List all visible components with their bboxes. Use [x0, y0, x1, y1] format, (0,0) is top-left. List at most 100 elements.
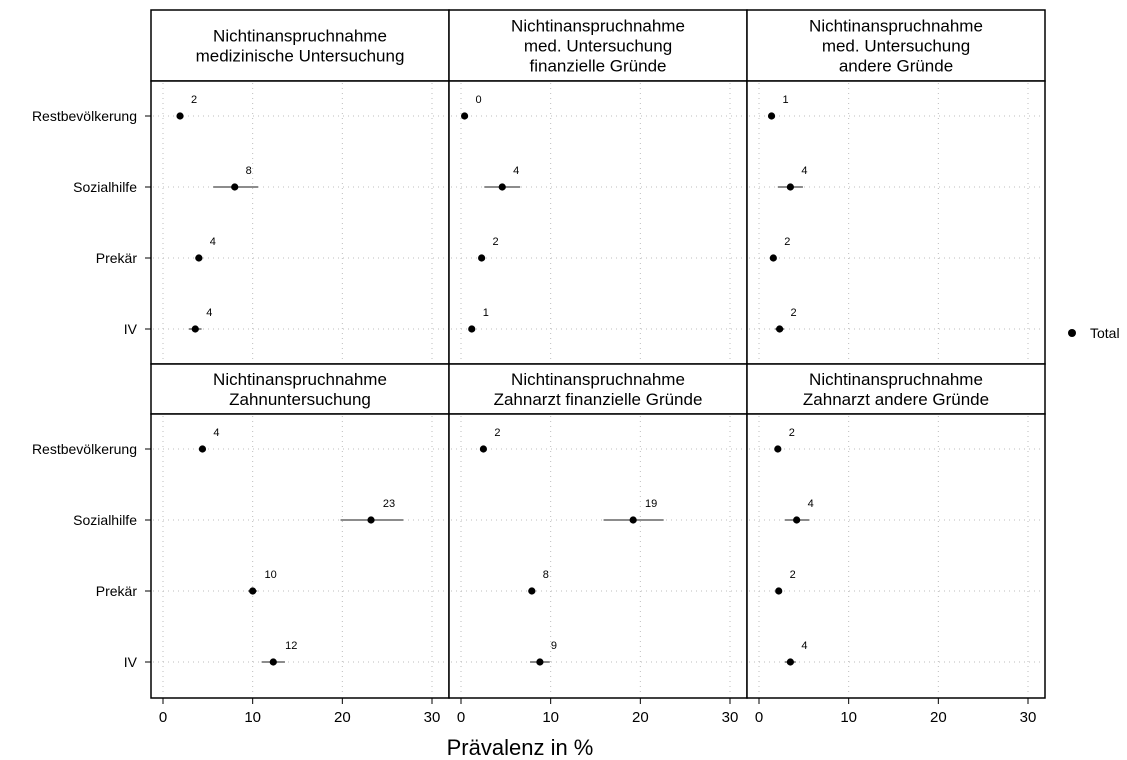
- legend-label: Total: [1090, 325, 1120, 341]
- panel-title-line: med. Untersuchung: [524, 37, 672, 56]
- y-tick-label: IV: [124, 321, 138, 337]
- x-tick-label: 20: [930, 709, 947, 726]
- data-point: [269, 658, 277, 666]
- data-label: 23: [383, 498, 395, 510]
- y-tick-label: Sozialhilfe: [73, 179, 137, 195]
- data-label: 8: [543, 569, 549, 581]
- data-label: 1: [782, 94, 788, 106]
- panel-strip: [746, 9, 1046, 82]
- x-tick-label: 20: [632, 709, 649, 726]
- panel-plot-area: [150, 413, 450, 699]
- panel-title-line: Zahnuntersuchung: [229, 390, 371, 409]
- x-tick-label: 30: [424, 709, 441, 726]
- data-point: [786, 658, 794, 666]
- y-tick-label: Prekär: [96, 250, 138, 266]
- data-point: [468, 325, 476, 333]
- x-tick-label: 30: [722, 709, 739, 726]
- panel-plot-area: [448, 413, 748, 699]
- data-label: 8: [246, 165, 252, 177]
- data-label: 4: [213, 427, 219, 439]
- axes-layer: 0 10 20 30 0 10 20 30 0 10 20 30: [159, 698, 1037, 726]
- x-tick-label: 10: [840, 709, 857, 726]
- data-label: 9: [551, 640, 557, 652]
- y-tick-label: Restbevölkerung: [32, 108, 137, 124]
- panel-title-line: finanzielle Gründe: [529, 57, 666, 76]
- data-point: [479, 445, 488, 453]
- data-point: [198, 445, 207, 453]
- data-label: 2: [790, 569, 796, 581]
- y-tick-label: IV: [124, 654, 138, 670]
- x-axis-label: Prävalenz in %: [447, 735, 594, 760]
- data-label: 2: [494, 427, 500, 439]
- data-point: [774, 445, 782, 453]
- y-tick-label: Prekär: [96, 583, 138, 599]
- data-point: [478, 254, 486, 262]
- data-label: 4: [808, 498, 814, 510]
- data-point: [195, 254, 203, 262]
- data-label: 4: [206, 307, 212, 319]
- y-tick-label: Restbevölkerung: [32, 441, 137, 457]
- x-tick-label: 30: [1020, 709, 1037, 726]
- panel-title-line: Nichtinanspruchnahme: [809, 370, 983, 389]
- data-label: 2: [789, 427, 795, 439]
- data-label: 4: [801, 640, 807, 652]
- panel-title-line: Zahnarzt andere Gründe: [803, 390, 989, 409]
- data-point: [629, 516, 637, 524]
- x-tick-label: 10: [542, 709, 559, 726]
- panel-title-line: Nichtinanspruchnahme: [511, 370, 685, 389]
- data-label: 4: [513, 165, 519, 177]
- data-point: [776, 325, 784, 333]
- data-label: 4: [801, 165, 807, 177]
- panel-title-line: Nichtinanspruchnahme: [511, 17, 685, 36]
- data-label: 2: [493, 236, 499, 248]
- x-tick-label: 0: [755, 709, 763, 726]
- data-label: 2: [791, 307, 797, 319]
- panel-plot-area: [746, 413, 1046, 699]
- data-label: 10: [265, 569, 277, 581]
- data-point: [786, 183, 794, 191]
- data-point: [536, 658, 544, 666]
- data-point: [367, 516, 375, 524]
- x-tick-label: 0: [159, 709, 167, 726]
- data-point: [249, 587, 257, 595]
- panel-title-line: Zahnarzt finanzielle Gründe: [494, 390, 703, 409]
- data-label: 2: [191, 94, 197, 106]
- panel-title-line: medizinische Untersuchung: [196, 47, 405, 66]
- x-tick-label: 10: [244, 709, 261, 726]
- panel-plot-area: [448, 80, 748, 365]
- data-label: 12: [285, 640, 297, 652]
- data-point: [775, 587, 783, 595]
- data-point: [498, 183, 506, 191]
- data-point: [176, 112, 184, 120]
- legend-marker: [1068, 329, 1076, 337]
- panel-plot-area: [746, 80, 1046, 365]
- data-point: [191, 325, 199, 333]
- data-label: 1: [483, 307, 489, 319]
- panel-strip: [150, 363, 450, 415]
- data-point: [793, 516, 801, 524]
- panel-title-line: Nichtinanspruchnahme: [213, 27, 387, 46]
- y-tick-label: Sozialhilfe: [73, 512, 137, 528]
- panel-strip: [150, 9, 450, 82]
- panel-strip: [746, 363, 1046, 415]
- data-label: 2: [784, 236, 790, 248]
- legend: Total: [1068, 325, 1120, 341]
- data-label: 0: [476, 94, 482, 106]
- x-tick-label: 20: [334, 709, 351, 726]
- data-point: [528, 587, 536, 595]
- panel-title-line: med. Untersuchung: [822, 37, 970, 56]
- panel-plot-area: [150, 80, 450, 365]
- panel-title-line: Nichtinanspruchnahme: [213, 370, 387, 389]
- data-point: [769, 254, 777, 262]
- panel-title-line: andere Gründe: [839, 57, 953, 76]
- data-point: [231, 183, 239, 191]
- x-tick-label: 0: [457, 709, 465, 726]
